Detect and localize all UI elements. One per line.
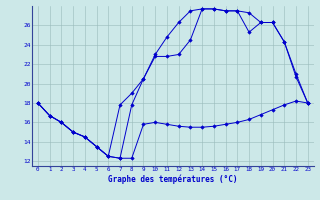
- X-axis label: Graphe des températures (°C): Graphe des températures (°C): [108, 175, 237, 184]
